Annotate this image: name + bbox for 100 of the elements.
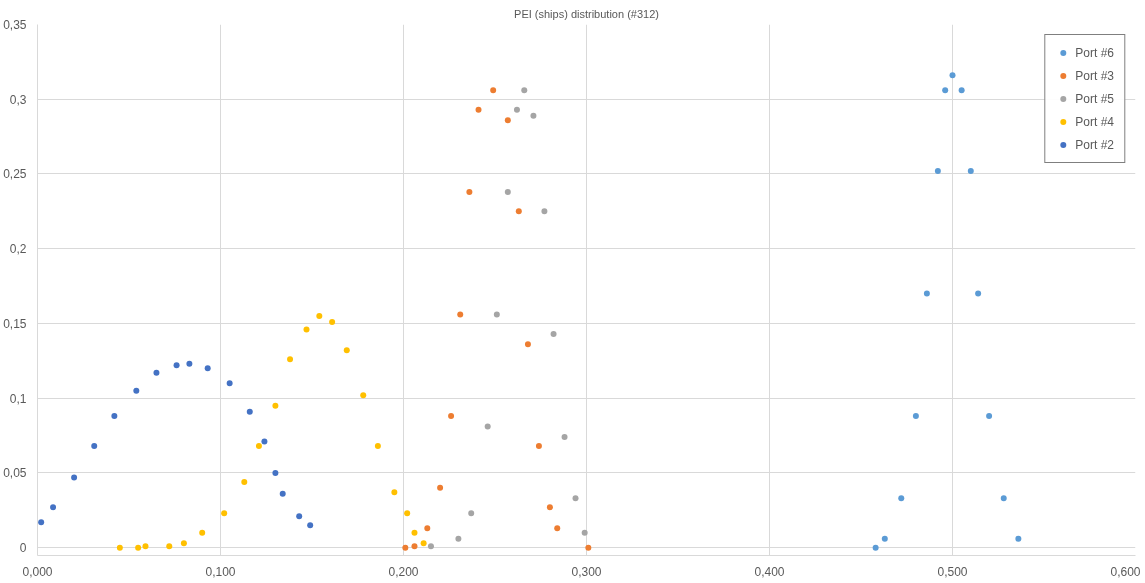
point (1000, 495, 1007, 502)
point (912, 413, 919, 420)
point (427, 543, 434, 550)
point (493, 311, 500, 318)
point (272, 469, 279, 476)
y-tick-label: 0,2 (9, 242, 27, 257)
point (448, 413, 455, 420)
point (475, 106, 482, 113)
point (424, 525, 431, 532)
legend-label: Port #4 (1075, 114, 1114, 129)
point (986, 413, 993, 420)
point (411, 543, 418, 550)
point (513, 106, 520, 113)
y-tick-label: 0,35 (3, 18, 27, 32)
point (296, 513, 303, 520)
point (411, 529, 418, 536)
point (1015, 535, 1022, 542)
legend-label: Port #5 (1075, 91, 1114, 106)
point (541, 208, 548, 215)
point (199, 529, 206, 536)
x-tick-label: 0,100 (205, 564, 236, 579)
y-tick-label: 0,15 (3, 316, 27, 331)
point (186, 360, 193, 367)
point (166, 543, 173, 550)
point (50, 504, 57, 511)
point (316, 312, 323, 319)
point (572, 495, 579, 502)
point (521, 87, 528, 94)
point (374, 443, 381, 450)
legend-label: Port #3 (1075, 68, 1114, 83)
point (404, 510, 411, 517)
point (402, 544, 409, 551)
point (581, 529, 588, 536)
point (958, 87, 965, 94)
point (135, 544, 142, 551)
y-tick-label: 0 (19, 541, 27, 556)
x-tick-label: 0,500 (937, 564, 968, 579)
point (967, 167, 974, 174)
chart-title: PEI (ships) distribution (#312) (514, 7, 659, 20)
point (272, 402, 279, 409)
point (38, 519, 45, 526)
point (515, 208, 522, 215)
point (261, 438, 268, 445)
point (255, 443, 262, 450)
point (180, 540, 187, 547)
point (561, 434, 568, 441)
point (484, 423, 491, 430)
point (942, 87, 949, 94)
point (975, 290, 982, 297)
legend-label: Port #6 (1075, 45, 1114, 60)
point (329, 318, 336, 325)
point (142, 543, 149, 550)
point (504, 188, 511, 195)
point (437, 484, 444, 491)
point (287, 356, 294, 363)
y-tick-label: 0,3 (9, 92, 27, 107)
x-tick-label: 0,200 (388, 564, 419, 579)
x-tick-label: 0,300 (571, 564, 602, 579)
y-tick-label: 0,1 (9, 391, 27, 406)
point (133, 387, 140, 394)
point (303, 326, 310, 333)
point (173, 362, 180, 369)
point (466, 188, 473, 195)
point (420, 540, 427, 547)
y-tick-label: 0,05 (3, 466, 27, 481)
point (530, 112, 537, 119)
point (468, 510, 475, 517)
point (226, 380, 233, 387)
point (221, 510, 228, 517)
x-tick-label: 0,600 (1110, 564, 1141, 579)
point (307, 522, 314, 529)
point (881, 535, 888, 542)
x-tick-label: 0,000 (22, 564, 53, 579)
legend-label: Port #2 (1075, 137, 1114, 152)
point (457, 311, 464, 318)
point (153, 369, 160, 376)
y-tick-label: 0,25 (3, 167, 27, 182)
point (872, 544, 879, 551)
point (391, 489, 398, 496)
point (550, 330, 557, 337)
point (360, 392, 367, 399)
point (535, 443, 542, 450)
point (116, 544, 123, 551)
point (241, 478, 248, 485)
point (343, 347, 350, 354)
point (91, 443, 98, 450)
point (504, 117, 511, 124)
point (923, 290, 930, 297)
point (490, 87, 497, 94)
point (204, 365, 211, 372)
point (546, 504, 553, 511)
x-tick-label: 0,400 (754, 564, 785, 579)
point (585, 544, 592, 551)
point (949, 72, 956, 79)
point (279, 490, 286, 497)
point (111, 413, 118, 420)
point (898, 495, 905, 502)
point (71, 474, 78, 481)
point (554, 525, 561, 532)
point (934, 167, 941, 174)
